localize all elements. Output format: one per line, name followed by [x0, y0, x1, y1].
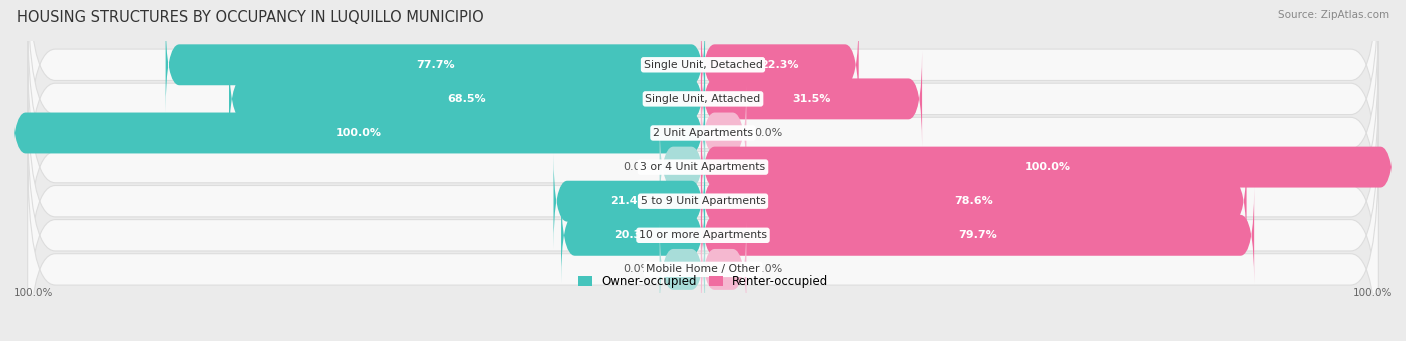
Text: 0.0%: 0.0% — [755, 264, 783, 275]
FancyBboxPatch shape — [28, 115, 1378, 341]
Text: 68.5%: 68.5% — [447, 94, 486, 104]
FancyBboxPatch shape — [561, 188, 704, 283]
Text: 100.0%: 100.0% — [14, 287, 53, 298]
FancyBboxPatch shape — [702, 85, 747, 181]
FancyBboxPatch shape — [28, 46, 1378, 288]
FancyBboxPatch shape — [28, 0, 1378, 186]
FancyBboxPatch shape — [28, 80, 1378, 322]
Text: 22.3%: 22.3% — [761, 60, 799, 70]
FancyBboxPatch shape — [13, 85, 704, 181]
FancyBboxPatch shape — [702, 153, 1247, 249]
Text: 2 Unit Apartments: 2 Unit Apartments — [652, 128, 754, 138]
Text: 100.0%: 100.0% — [1025, 162, 1070, 172]
Text: 31.5%: 31.5% — [793, 94, 831, 104]
Text: HOUSING STRUCTURES BY OCCUPANCY IN LUQUILLO MUNICIPIO: HOUSING STRUCTURES BY OCCUPANCY IN LUQUI… — [17, 10, 484, 25]
FancyBboxPatch shape — [702, 188, 1254, 283]
Text: 100.0%: 100.0% — [336, 128, 381, 138]
Text: 5 to 9 Unit Apartments: 5 to 9 Unit Apartments — [641, 196, 765, 206]
Text: 20.3%: 20.3% — [614, 230, 652, 240]
Text: 78.6%: 78.6% — [955, 196, 993, 206]
Text: 100.0%: 100.0% — [1353, 287, 1392, 298]
Text: 0.0%: 0.0% — [755, 128, 783, 138]
FancyBboxPatch shape — [166, 17, 704, 113]
Text: 77.7%: 77.7% — [416, 60, 454, 70]
Text: Source: ZipAtlas.com: Source: ZipAtlas.com — [1278, 10, 1389, 20]
Text: Single Unit, Attached: Single Unit, Attached — [645, 94, 761, 104]
FancyBboxPatch shape — [554, 153, 704, 249]
Text: 0.0%: 0.0% — [623, 264, 651, 275]
FancyBboxPatch shape — [659, 222, 704, 317]
Text: 21.4%: 21.4% — [610, 196, 648, 206]
Text: Single Unit, Detached: Single Unit, Detached — [644, 60, 762, 70]
FancyBboxPatch shape — [702, 222, 747, 317]
Text: 10 or more Apartments: 10 or more Apartments — [638, 230, 768, 240]
FancyBboxPatch shape — [28, 0, 1378, 220]
FancyBboxPatch shape — [28, 12, 1378, 254]
Legend: Owner-occupied, Renter-occupied: Owner-occupied, Renter-occupied — [572, 270, 834, 292]
FancyBboxPatch shape — [229, 51, 704, 147]
FancyBboxPatch shape — [702, 119, 1393, 215]
Text: 3 or 4 Unit Apartments: 3 or 4 Unit Apartments — [641, 162, 765, 172]
FancyBboxPatch shape — [28, 149, 1378, 341]
FancyBboxPatch shape — [702, 17, 859, 113]
FancyBboxPatch shape — [702, 51, 922, 147]
Text: Mobile Home / Other: Mobile Home / Other — [647, 264, 759, 275]
Text: 79.7%: 79.7% — [957, 230, 997, 240]
Text: 0.0%: 0.0% — [623, 162, 651, 172]
FancyBboxPatch shape — [659, 119, 704, 215]
